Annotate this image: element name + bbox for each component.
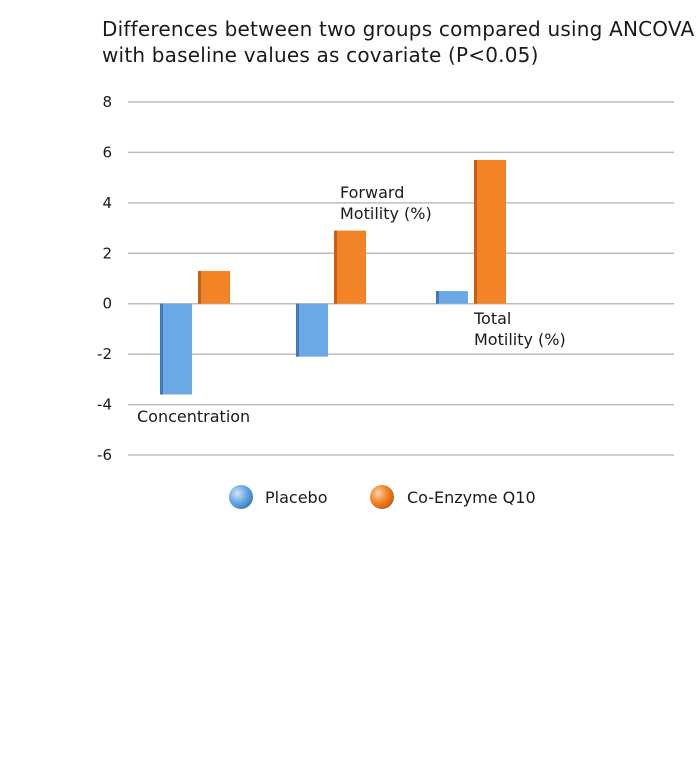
bar-edge — [198, 270, 201, 304]
bar-body — [474, 159, 506, 304]
bar-coq10-0 — [198, 270, 230, 304]
y-tick-label: -4 — [97, 396, 112, 414]
bar-body — [198, 270, 230, 304]
legend: Placebo Co-Enzyme Q10 — [229, 485, 536, 509]
chart-title: Differences between two groups compared … — [102, 16, 695, 68]
category-label-line: Concentration — [137, 407, 250, 426]
legend-label: Placebo — [265, 488, 327, 507]
bar-edge — [160, 303, 163, 395]
category-label: Forward Motility (%) — [340, 183, 432, 223]
bar-body — [334, 230, 366, 304]
category-label-line: Forward — [340, 183, 404, 202]
bar-edge — [334, 230, 337, 304]
y-tick-label: 8 — [102, 93, 112, 111]
bar-edge — [436, 291, 439, 304]
y-tick-label: -2 — [97, 345, 112, 363]
bar-edge — [296, 303, 299, 357]
bar-body — [160, 303, 192, 395]
bar-coq10-2 — [474, 159, 506, 304]
category-label-line: Motility (%) — [474, 330, 566, 349]
legend-item-coq10: Co-Enzyme Q10 — [370, 485, 536, 509]
bar-body — [436, 291, 468, 304]
gridlines — [128, 101, 674, 456]
y-tick-label: -6 — [97, 446, 112, 464]
y-tick-label: 4 — [102, 194, 112, 212]
legend-marker — [229, 485, 253, 509]
bar-coq10-1 — [334, 230, 366, 304]
category-label: Total Motility (%) — [473, 309, 566, 349]
legend-label: Co-Enzyme Q10 — [407, 488, 536, 507]
chart-title-line-1: Differences between two groups compared … — [102, 17, 695, 41]
y-axis-ticks: 8 6 4 2 0 -2 -4 -6 — [97, 93, 112, 464]
category-label: Concentration — [137, 407, 250, 426]
category-label-line: Motility (%) — [340, 204, 432, 223]
y-tick-label: 2 — [102, 244, 112, 262]
bar-placebo-0 — [160, 303, 192, 395]
chart-title-line-2: with baseline values as covariate (P<0.0… — [102, 43, 539, 67]
category-label-line: Total — [473, 309, 511, 328]
legend-marker — [370, 485, 394, 509]
y-tick-label: 6 — [102, 143, 112, 161]
y-tick-label: 0 — [102, 295, 112, 313]
bar-body — [296, 303, 328, 357]
legend-item-placebo: Placebo — [229, 485, 327, 509]
bars — [160, 159, 506, 395]
bar-placebo-1 — [296, 303, 328, 357]
category-labels: Concentration Forward Motility (%) Total Mot… — [137, 183, 566, 426]
bar-edge — [474, 159, 477, 304]
bar-placebo-2 — [436, 291, 468, 304]
